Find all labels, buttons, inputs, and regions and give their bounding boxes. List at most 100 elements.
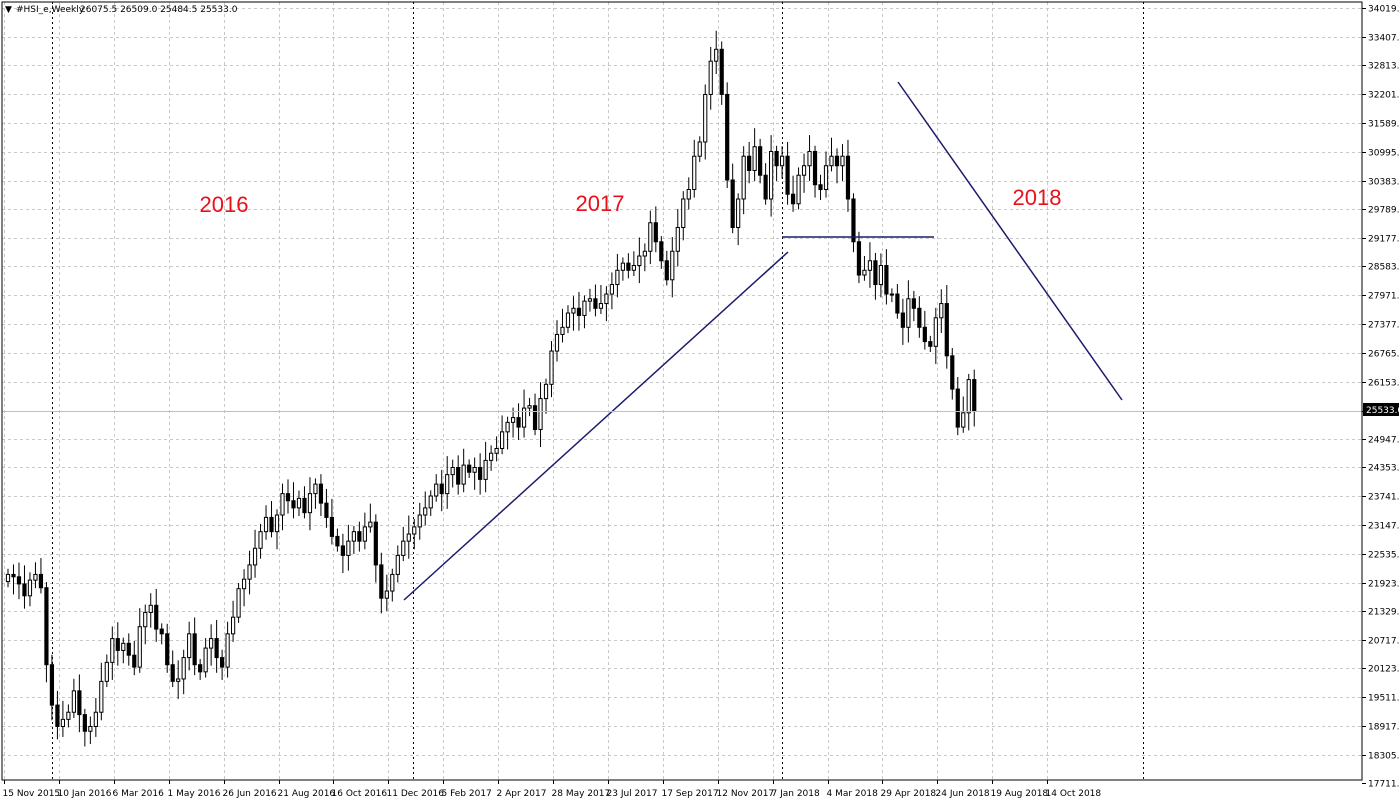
candle — [5, 568, 11, 588]
candle-body-down — [291, 500, 296, 509]
candle-body-up — [505, 421, 510, 433]
candle-body-up — [714, 48, 719, 62]
candle-body-up — [840, 155, 845, 167]
candle — [697, 136, 702, 162]
candle-body-up — [527, 405, 532, 409]
candle — [252, 529, 258, 578]
candle-body-down — [763, 174, 768, 200]
candle-body-up — [867, 260, 873, 271]
candle — [714, 30, 719, 75]
candle — [390, 568, 395, 602]
candle — [445, 456, 450, 509]
candle — [741, 146, 746, 215]
candle-body-up — [104, 661, 109, 682]
candle — [198, 659, 203, 680]
candle-body-up — [615, 269, 620, 286]
candle — [368, 503, 373, 533]
candle-body-up — [801, 165, 807, 176]
candle-body-up — [620, 262, 625, 271]
candle — [675, 208, 680, 267]
candle — [917, 296, 922, 338]
candle-body-up — [560, 326, 565, 335]
candle — [928, 335, 933, 353]
candle — [834, 148, 840, 184]
candle-body-down — [220, 657, 225, 668]
y-tick-label: 20717.0 — [1368, 637, 1400, 647]
candle-body-up — [692, 155, 697, 190]
candle-body-down — [532, 405, 538, 430]
candle-body-up — [417, 514, 422, 528]
candle-body-down — [884, 265, 889, 295]
candle-body-down — [467, 464, 472, 473]
candle — [82, 708, 87, 747]
candle — [434, 474, 439, 502]
y-tick-label: 28583.0 — [1368, 263, 1400, 273]
candle-body-down — [340, 545, 345, 556]
candle-body-up — [461, 464, 466, 485]
candle — [961, 396, 966, 433]
candle — [203, 638, 208, 678]
candle — [291, 482, 296, 519]
candle-body-up — [521, 407, 527, 428]
candle — [280, 483, 285, 531]
candle-body-down — [895, 293, 900, 314]
y-tick-label: 32813.0 — [1368, 62, 1400, 72]
candle-body-down — [154, 604, 159, 630]
candle — [779, 146, 785, 179]
candle-body-up — [543, 383, 549, 400]
header-arrow-icon: ▼ — [5, 5, 12, 15]
candle-body-down — [324, 502, 329, 518]
candle — [456, 455, 461, 495]
candle — [884, 249, 889, 305]
y-tick-label: 30995.0 — [1368, 149, 1400, 159]
candle-body-up — [384, 590, 389, 599]
candle-body-down — [214, 638, 219, 659]
y-tick-label: 27971.0 — [1368, 292, 1400, 302]
candle — [823, 151, 829, 198]
candle — [230, 600, 236, 642]
candle — [664, 250, 669, 286]
candle — [867, 242, 873, 288]
candle — [862, 256, 867, 281]
x-tick-label: 12 Nov 2017 — [717, 789, 775, 799]
candle — [939, 289, 944, 334]
candle — [692, 139, 697, 198]
candle — [472, 457, 477, 490]
candle — [209, 624, 214, 666]
candle — [335, 528, 340, 552]
candle — [351, 525, 356, 554]
y-tick-label: 21329.0 — [1368, 608, 1400, 618]
candle — [516, 403, 521, 440]
y-tick-label: 24353.0 — [1368, 464, 1400, 474]
year-annotations: 2016 2017 2018 — [200, 185, 1062, 217]
candle-body-up — [862, 269, 867, 276]
candle — [302, 486, 307, 519]
candle — [576, 291, 582, 331]
candle — [637, 237, 642, 284]
candle-body-down — [379, 564, 384, 599]
candle — [137, 608, 142, 673]
price-axis: 34019.0 33407.0 32813.0 32201.0 31589.0 30995… — [1362, 5, 1400, 790]
candle — [49, 654, 55, 721]
candle — [115, 622, 120, 666]
candle-body-up — [878, 265, 884, 286]
candle — [878, 253, 884, 298]
candle — [225, 621, 230, 678]
candle — [845, 139, 851, 212]
candle-body-down — [159, 628, 164, 635]
candle-body-up — [796, 174, 801, 205]
candle — [296, 490, 302, 516]
candle — [532, 393, 538, 436]
candle-body-up — [675, 227, 680, 252]
y-tick-label: 34019.0 — [1368, 5, 1400, 15]
candle-body-up — [241, 578, 247, 590]
candle — [159, 623, 164, 645]
candle — [829, 137, 834, 172]
candle-body-up — [351, 531, 356, 542]
candle-body-down — [911, 298, 916, 309]
candle-body-down — [165, 633, 170, 666]
candle-body-up — [708, 60, 713, 95]
x-tick-label: 16 Oct 2016 — [332, 789, 388, 799]
candlestick-series — [5, 30, 977, 747]
